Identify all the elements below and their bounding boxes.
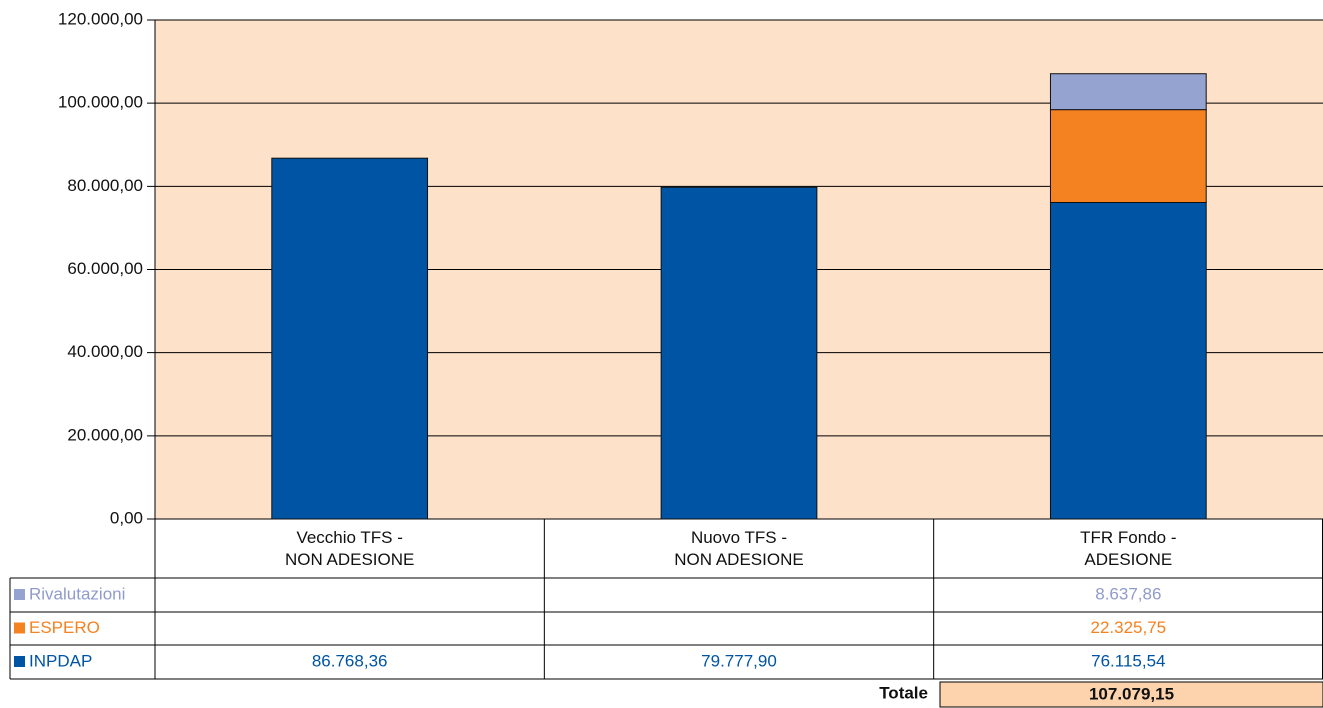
y-tick-label: 80.000,00 [67,176,143,195]
total-label: Totale [879,683,928,702]
category-label: TFR Fondo - ADESIONE [1080,527,1177,569]
value-label: 79.777,90 [701,651,777,670]
y-tick-label: 100.000,00 [58,93,143,112]
category-cell: Nuovo TFS - NON ADESIONE [674,527,804,569]
bar-segment [660,186,818,520]
y-tick-label: 20.000,00 [67,425,143,444]
legend-label: Rivalutazioni [29,584,125,603]
value-label: 22.325,75 [1091,618,1167,637]
bar-segment [1049,109,1207,203]
bar-segment [1049,201,1207,520]
total-box [939,681,1323,708]
value-label: 76.115,54 [1091,651,1165,670]
category-cell: TFR Fondo - ADESIONE [1080,527,1177,569]
bar-segment [271,157,429,520]
category-label: Nuovo TFS - NON ADESIONE [674,527,804,569]
legend-swatch [14,656,25,667]
value-label: 8.637,86 [1095,584,1161,603]
category-cell: Vecchio TFS - NON ADESIONE [284,527,415,569]
category-label: Vecchio TFS - NON ADESIONE [284,527,415,569]
total-value: 107.079,15 [1089,684,1174,703]
legend-label: ESPERO [29,618,100,637]
value-label: 86.768,36 [312,651,388,670]
legend-label: INPDAP [29,651,92,670]
legend-swatch [14,589,25,600]
y-tick-label: 0,00 [110,508,143,527]
y-tick-label: 40.000,00 [67,342,143,361]
legend-swatch [14,622,25,634]
y-tick-label: 120.000,00 [58,9,143,28]
bar-segment [1049,73,1207,111]
y-tick-label: 60.000,00 [67,259,143,278]
